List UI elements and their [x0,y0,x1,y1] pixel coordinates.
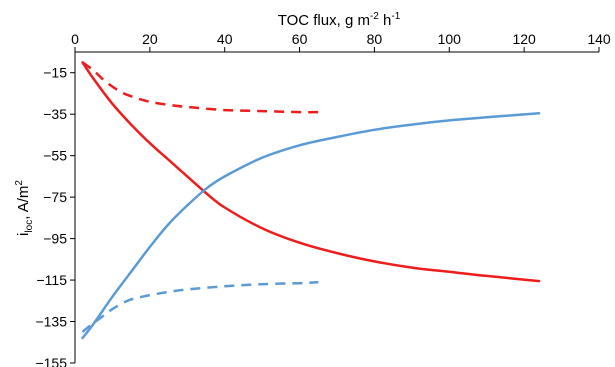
y-tick-label: −95 [43,231,67,247]
series-line-2 [81,61,319,114]
y-axis-title-sup: 2 [14,180,25,186]
y-tick-label: −15 [43,65,67,81]
y-axis-title-mid: , A/m [15,186,32,220]
x-axis-title-mid: h [379,12,392,29]
x-axis-title-base: TOC flux, g m [278,12,370,29]
series-line-3 [81,111,541,340]
x-axis-title: TOC flux, g m-2 h-1 [278,11,401,29]
series-layer [81,61,541,340]
axis-layer: 0 20 40 60 80 100 120 140 −15 −35 −55 −75 −95 −115 −13… [35,31,610,367]
x-tick-label: 100 [438,31,462,47]
x-tick-label: 80 [367,31,383,47]
series-line-1 [81,61,541,283]
y-tick-label: −115 [37,272,68,288]
series-line-4 [81,280,319,333]
x-tick-label: 20 [142,31,158,47]
y-axis-title-sub: loc [24,220,35,233]
y-tick-label: −55 [43,148,67,164]
y-axis-title: iloc, A/m2 [14,180,35,236]
y-tick-label: −135 [35,314,67,330]
x-tick-label: 140 [587,31,611,47]
x-axis-title-sup1: -2 [370,11,379,22]
x-tick-label: 60 [292,31,308,47]
x-tick-label: 120 [512,31,536,47]
x-tick-label: 40 [217,31,233,47]
x-axis-title-sup2: -1 [391,11,400,22]
y-tick-label: −35 [43,106,67,122]
y-axis-title-base: i [15,233,32,236]
y-tick-label: −75 [43,189,67,205]
y-tick-label: −155 [35,355,67,367]
x-tick-label: 0 [71,31,79,47]
